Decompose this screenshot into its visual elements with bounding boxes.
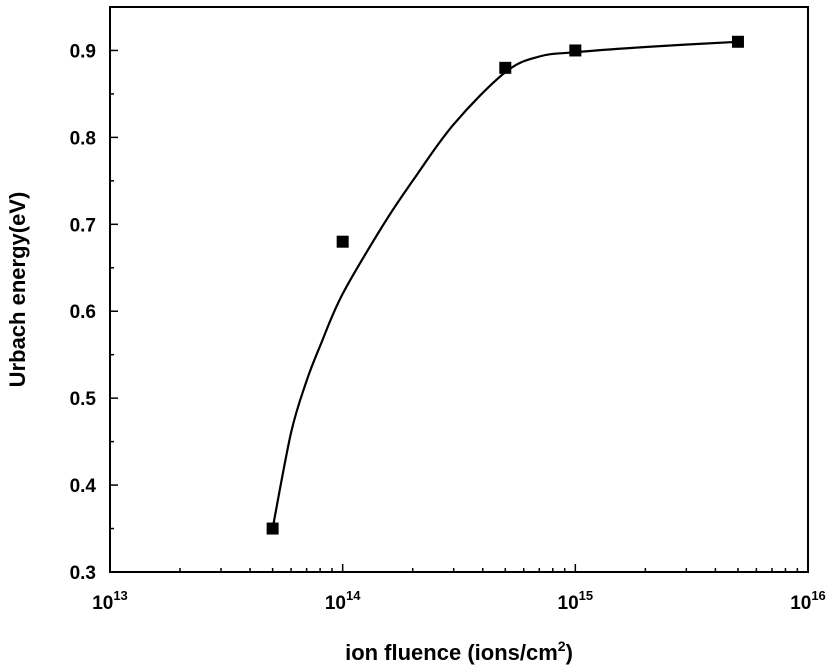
data-points <box>266 35 744 535</box>
axis-ticks <box>109 49 809 573</box>
x-tick-labels: 1013 1014 1015 1016 <box>92 588 826 614</box>
x-tick-label-exponent: 15 <box>579 588 593 603</box>
x-tick-label: 1016 <box>790 588 826 614</box>
plot-frame <box>109 6 809 573</box>
y-tick-label: 0.7 <box>70 215 96 236</box>
x-tick-label: 1013 <box>92 588 128 614</box>
data-point <box>266 522 279 535</box>
x-tick-label-exponent: 13 <box>113 588 127 603</box>
x-axis-title: ion fluence (ions/cm2) <box>345 638 573 665</box>
fit-curve <box>271 40 739 529</box>
x-tick-label-base: 10 <box>92 593 113 614</box>
x-tick-label-base: 10 <box>790 593 811 614</box>
x-tick-label: 1014 <box>325 588 361 614</box>
data-point <box>336 235 349 248</box>
data-point <box>499 61 512 74</box>
x-tick-label-exponent: 14 <box>346 588 361 603</box>
x-tick-label-base: 10 <box>325 593 346 614</box>
y-tick-label: 0.6 <box>70 302 96 323</box>
y-tick-label: 0.8 <box>70 128 96 149</box>
y-tick-label: 0.5 <box>70 389 97 410</box>
x-axis-title-main: ion fluence (ions/cm <box>345 640 558 665</box>
x-tick-label-base: 10 <box>558 593 579 614</box>
x-tick-label: 1015 <box>558 588 594 614</box>
data-point <box>569 44 582 57</box>
data-point <box>731 35 744 48</box>
x-tick-label-exponent: 16 <box>811 588 825 603</box>
y-axis-title: Urbach energy(eV) <box>5 192 30 388</box>
y-tick-label: 0.4 <box>70 476 97 497</box>
x-axis-title-superscript: 2 <box>558 638 566 654</box>
y-tick-labels: 0.3 0.4 0.5 0.6 0.7 0.8 0.9 <box>70 41 97 584</box>
y-tick-label: 0.3 <box>70 563 96 584</box>
y-tick-label: 0.9 <box>70 41 96 62</box>
x-axis-title-close: ) <box>566 640 573 665</box>
